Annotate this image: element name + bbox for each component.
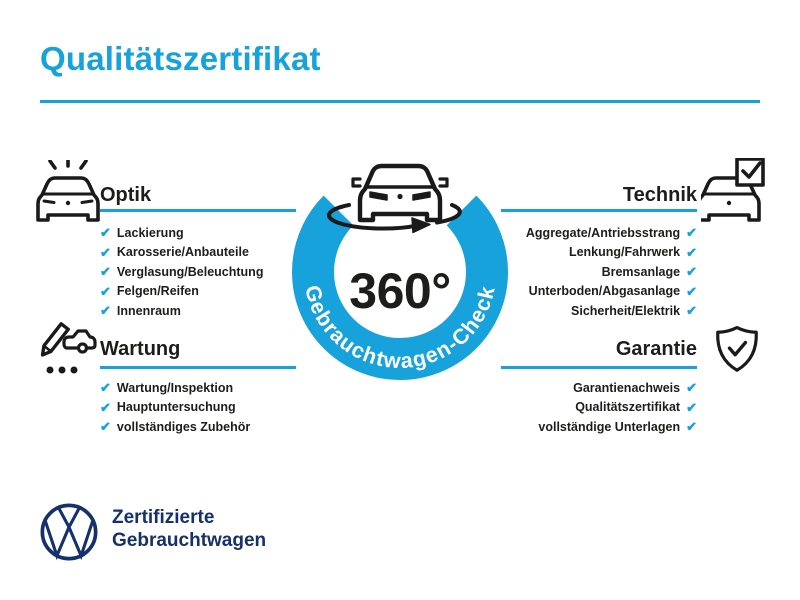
list-item: Garantienachweis ✔ bbox=[538, 378, 697, 398]
car-shine-icon bbox=[36, 160, 100, 222]
check-icon: ✔ bbox=[100, 419, 111, 435]
item-label: Wartung/Inspektion bbox=[116, 380, 234, 395]
footer-claim-line2: Gebrauchtwagen bbox=[112, 530, 267, 551]
list-item: ✔ Karosserie/Anbauteile bbox=[100, 243, 263, 263]
check-icon: ✔ bbox=[686, 303, 697, 319]
item-label: vollständige Unterlagen bbox=[538, 419, 681, 434]
check-icon: ✔ bbox=[686, 244, 697, 260]
item-label: Karosserie/Anbauteile bbox=[116, 245, 249, 260]
item-label: vollständiges Zubehör bbox=[116, 419, 251, 434]
badge-value: 360° bbox=[349, 263, 450, 319]
item-label: Unterboden/Abgasanlage bbox=[528, 284, 681, 299]
360-check-badge: Gebrauchtwagen-Check 360° bbox=[292, 163, 508, 380]
car-rotation-icon bbox=[327, 163, 462, 234]
vw-logo bbox=[40, 503, 98, 561]
item-label: Bremsanlage bbox=[601, 264, 681, 279]
list-item: ✔ Lackierung bbox=[100, 223, 263, 243]
section-rule-wartung bbox=[100, 366, 296, 369]
item-label: Lackierung bbox=[116, 225, 184, 240]
list-item: ✔ Hauptuntersuchung bbox=[100, 398, 250, 418]
list-item: Unterboden/Abgasanlage ✔ bbox=[526, 282, 697, 302]
section-rule-garantie bbox=[501, 366, 697, 369]
page-title: Qualitätszertifikat bbox=[40, 40, 321, 77]
badge-ring bbox=[292, 195, 508, 380]
title-divider bbox=[40, 100, 760, 103]
garantie-items: Garantienachweis ✔ Qualitätszertifikat ✔ v… bbox=[538, 378, 697, 437]
check-icon: ✔ bbox=[686, 419, 697, 435]
item-label: Hauptuntersuchung bbox=[116, 400, 236, 415]
list-item: ✔ Felgen/Reifen bbox=[100, 282, 263, 302]
list-item: Qualitätszertifikat ✔ bbox=[538, 398, 697, 418]
wartung-items: ✔ Wartung/Inspektion ✔ Hauptuntersuchung ✔… bbox=[100, 378, 250, 437]
check-icon: ✔ bbox=[686, 225, 697, 241]
section-title-garantie: Garantie bbox=[615, 338, 697, 360]
item-label: Qualitätszertifikat bbox=[575, 400, 681, 415]
item-label: Lenkung/Fahrwerk bbox=[568, 245, 681, 260]
check-icon: ✔ bbox=[100, 380, 111, 396]
check-icon: ✔ bbox=[686, 264, 697, 280]
list-item: ✔ vollständiges Zubehör bbox=[100, 417, 250, 437]
section-title-wartung: Wartung bbox=[100, 338, 181, 360]
check-icon: ✔ bbox=[686, 283, 697, 299]
shield-check-icon bbox=[716, 325, 758, 372]
check-icon: ✔ bbox=[100, 244, 111, 260]
check-icon: ✔ bbox=[100, 225, 111, 241]
section-rule-technik bbox=[501, 209, 697, 212]
check-icon: ✔ bbox=[100, 264, 111, 280]
footer-claim: Zertifizierte Gebrauchtwagen bbox=[112, 506, 266, 552]
item-label: Verglasung/Beleuchtung bbox=[116, 264, 264, 279]
check-icon: ✔ bbox=[686, 380, 697, 396]
section-title-optik: Optik bbox=[100, 184, 152, 206]
check-icon: ✔ bbox=[100, 399, 111, 415]
item-label: Felgen/Reifen bbox=[116, 284, 199, 299]
item-label: Innenraum bbox=[116, 303, 181, 318]
list-item: Lenkung/Fahrwerk ✔ bbox=[526, 243, 697, 263]
list-item: Aggregate/Antriebsstrang ✔ bbox=[526, 223, 697, 243]
list-item: ✔ Verglasung/Beleuchtung bbox=[100, 262, 263, 282]
check-icon: ✔ bbox=[686, 399, 697, 415]
check-icon: ✔ bbox=[100, 303, 111, 319]
section-title-technik: Technik bbox=[622, 184, 697, 206]
pencil-car-icon bbox=[40, 322, 97, 374]
list-item: Bremsanlage ✔ bbox=[526, 262, 697, 282]
item-label: Sicherheit/Elektrik bbox=[571, 303, 681, 318]
list-item: Sicherheit/Elektrik ✔ bbox=[526, 301, 697, 321]
optik-items: ✔ Lackierung ✔ Karosserie/Anbauteile ✔ Verg… bbox=[100, 223, 263, 321]
car-checkbox-icon bbox=[701, 158, 765, 222]
section-rule-optik bbox=[100, 209, 296, 212]
list-item: vollständige Unterlagen ✔ bbox=[538, 417, 697, 437]
item-label: Aggregate/Antriebsstrang bbox=[525, 225, 681, 240]
list-item: ✔ Innenraum bbox=[100, 301, 263, 321]
item-label: Garantienachweis bbox=[573, 380, 681, 395]
technik-items: Aggregate/Antriebsstrang ✔ Lenkung/Fahrwe… bbox=[526, 223, 697, 321]
footer-claim-line1: Zertifizierte bbox=[112, 507, 215, 528]
check-icon: ✔ bbox=[100, 283, 111, 299]
list-item: ✔ Wartung/Inspektion bbox=[100, 378, 250, 398]
